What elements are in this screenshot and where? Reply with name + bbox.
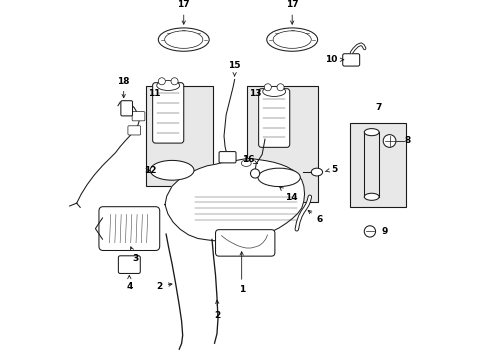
Ellipse shape bbox=[257, 168, 300, 186]
Text: 15: 15 bbox=[228, 61, 241, 76]
Text: 18: 18 bbox=[117, 77, 130, 98]
Text: 12: 12 bbox=[143, 166, 156, 175]
Text: 17: 17 bbox=[177, 0, 190, 24]
Circle shape bbox=[264, 84, 271, 91]
FancyBboxPatch shape bbox=[152, 83, 183, 143]
Text: 16: 16 bbox=[241, 155, 257, 164]
FancyBboxPatch shape bbox=[215, 230, 274, 256]
Ellipse shape bbox=[364, 193, 378, 200]
Text: 17: 17 bbox=[285, 0, 298, 24]
FancyBboxPatch shape bbox=[118, 256, 140, 274]
Ellipse shape bbox=[241, 160, 251, 166]
Circle shape bbox=[364, 226, 375, 237]
Ellipse shape bbox=[273, 31, 311, 48]
Text: 2: 2 bbox=[156, 282, 172, 291]
Ellipse shape bbox=[164, 31, 203, 48]
Text: 5: 5 bbox=[325, 165, 336, 174]
FancyBboxPatch shape bbox=[219, 152, 236, 163]
FancyBboxPatch shape bbox=[247, 86, 317, 202]
Text: 1: 1 bbox=[238, 252, 244, 294]
Text: 8: 8 bbox=[404, 136, 410, 145]
FancyBboxPatch shape bbox=[350, 123, 406, 207]
Text: 6: 6 bbox=[307, 210, 322, 224]
Circle shape bbox=[250, 169, 259, 178]
Text: 14: 14 bbox=[279, 187, 297, 202]
Ellipse shape bbox=[157, 81, 179, 90]
Circle shape bbox=[171, 78, 178, 85]
Ellipse shape bbox=[364, 129, 378, 136]
Text: 2: 2 bbox=[214, 300, 220, 320]
FancyBboxPatch shape bbox=[146, 86, 212, 186]
Text: 10: 10 bbox=[325, 55, 343, 64]
Ellipse shape bbox=[266, 28, 317, 51]
Ellipse shape bbox=[262, 86, 285, 96]
FancyBboxPatch shape bbox=[128, 126, 141, 135]
FancyBboxPatch shape bbox=[342, 54, 359, 66]
Ellipse shape bbox=[158, 28, 209, 51]
Text: 7: 7 bbox=[374, 103, 381, 112]
Text: 11: 11 bbox=[147, 89, 160, 98]
Text: 13: 13 bbox=[248, 89, 261, 98]
Circle shape bbox=[383, 135, 395, 147]
Circle shape bbox=[276, 84, 284, 91]
Text: 9: 9 bbox=[381, 227, 387, 236]
Polygon shape bbox=[164, 159, 304, 241]
FancyBboxPatch shape bbox=[258, 89, 289, 147]
FancyBboxPatch shape bbox=[121, 101, 132, 116]
FancyBboxPatch shape bbox=[132, 112, 144, 121]
Text: 3: 3 bbox=[130, 247, 139, 263]
Text: 4: 4 bbox=[126, 275, 132, 291]
Ellipse shape bbox=[150, 161, 194, 180]
Circle shape bbox=[158, 78, 165, 85]
FancyBboxPatch shape bbox=[99, 207, 160, 251]
Ellipse shape bbox=[311, 168, 322, 176]
